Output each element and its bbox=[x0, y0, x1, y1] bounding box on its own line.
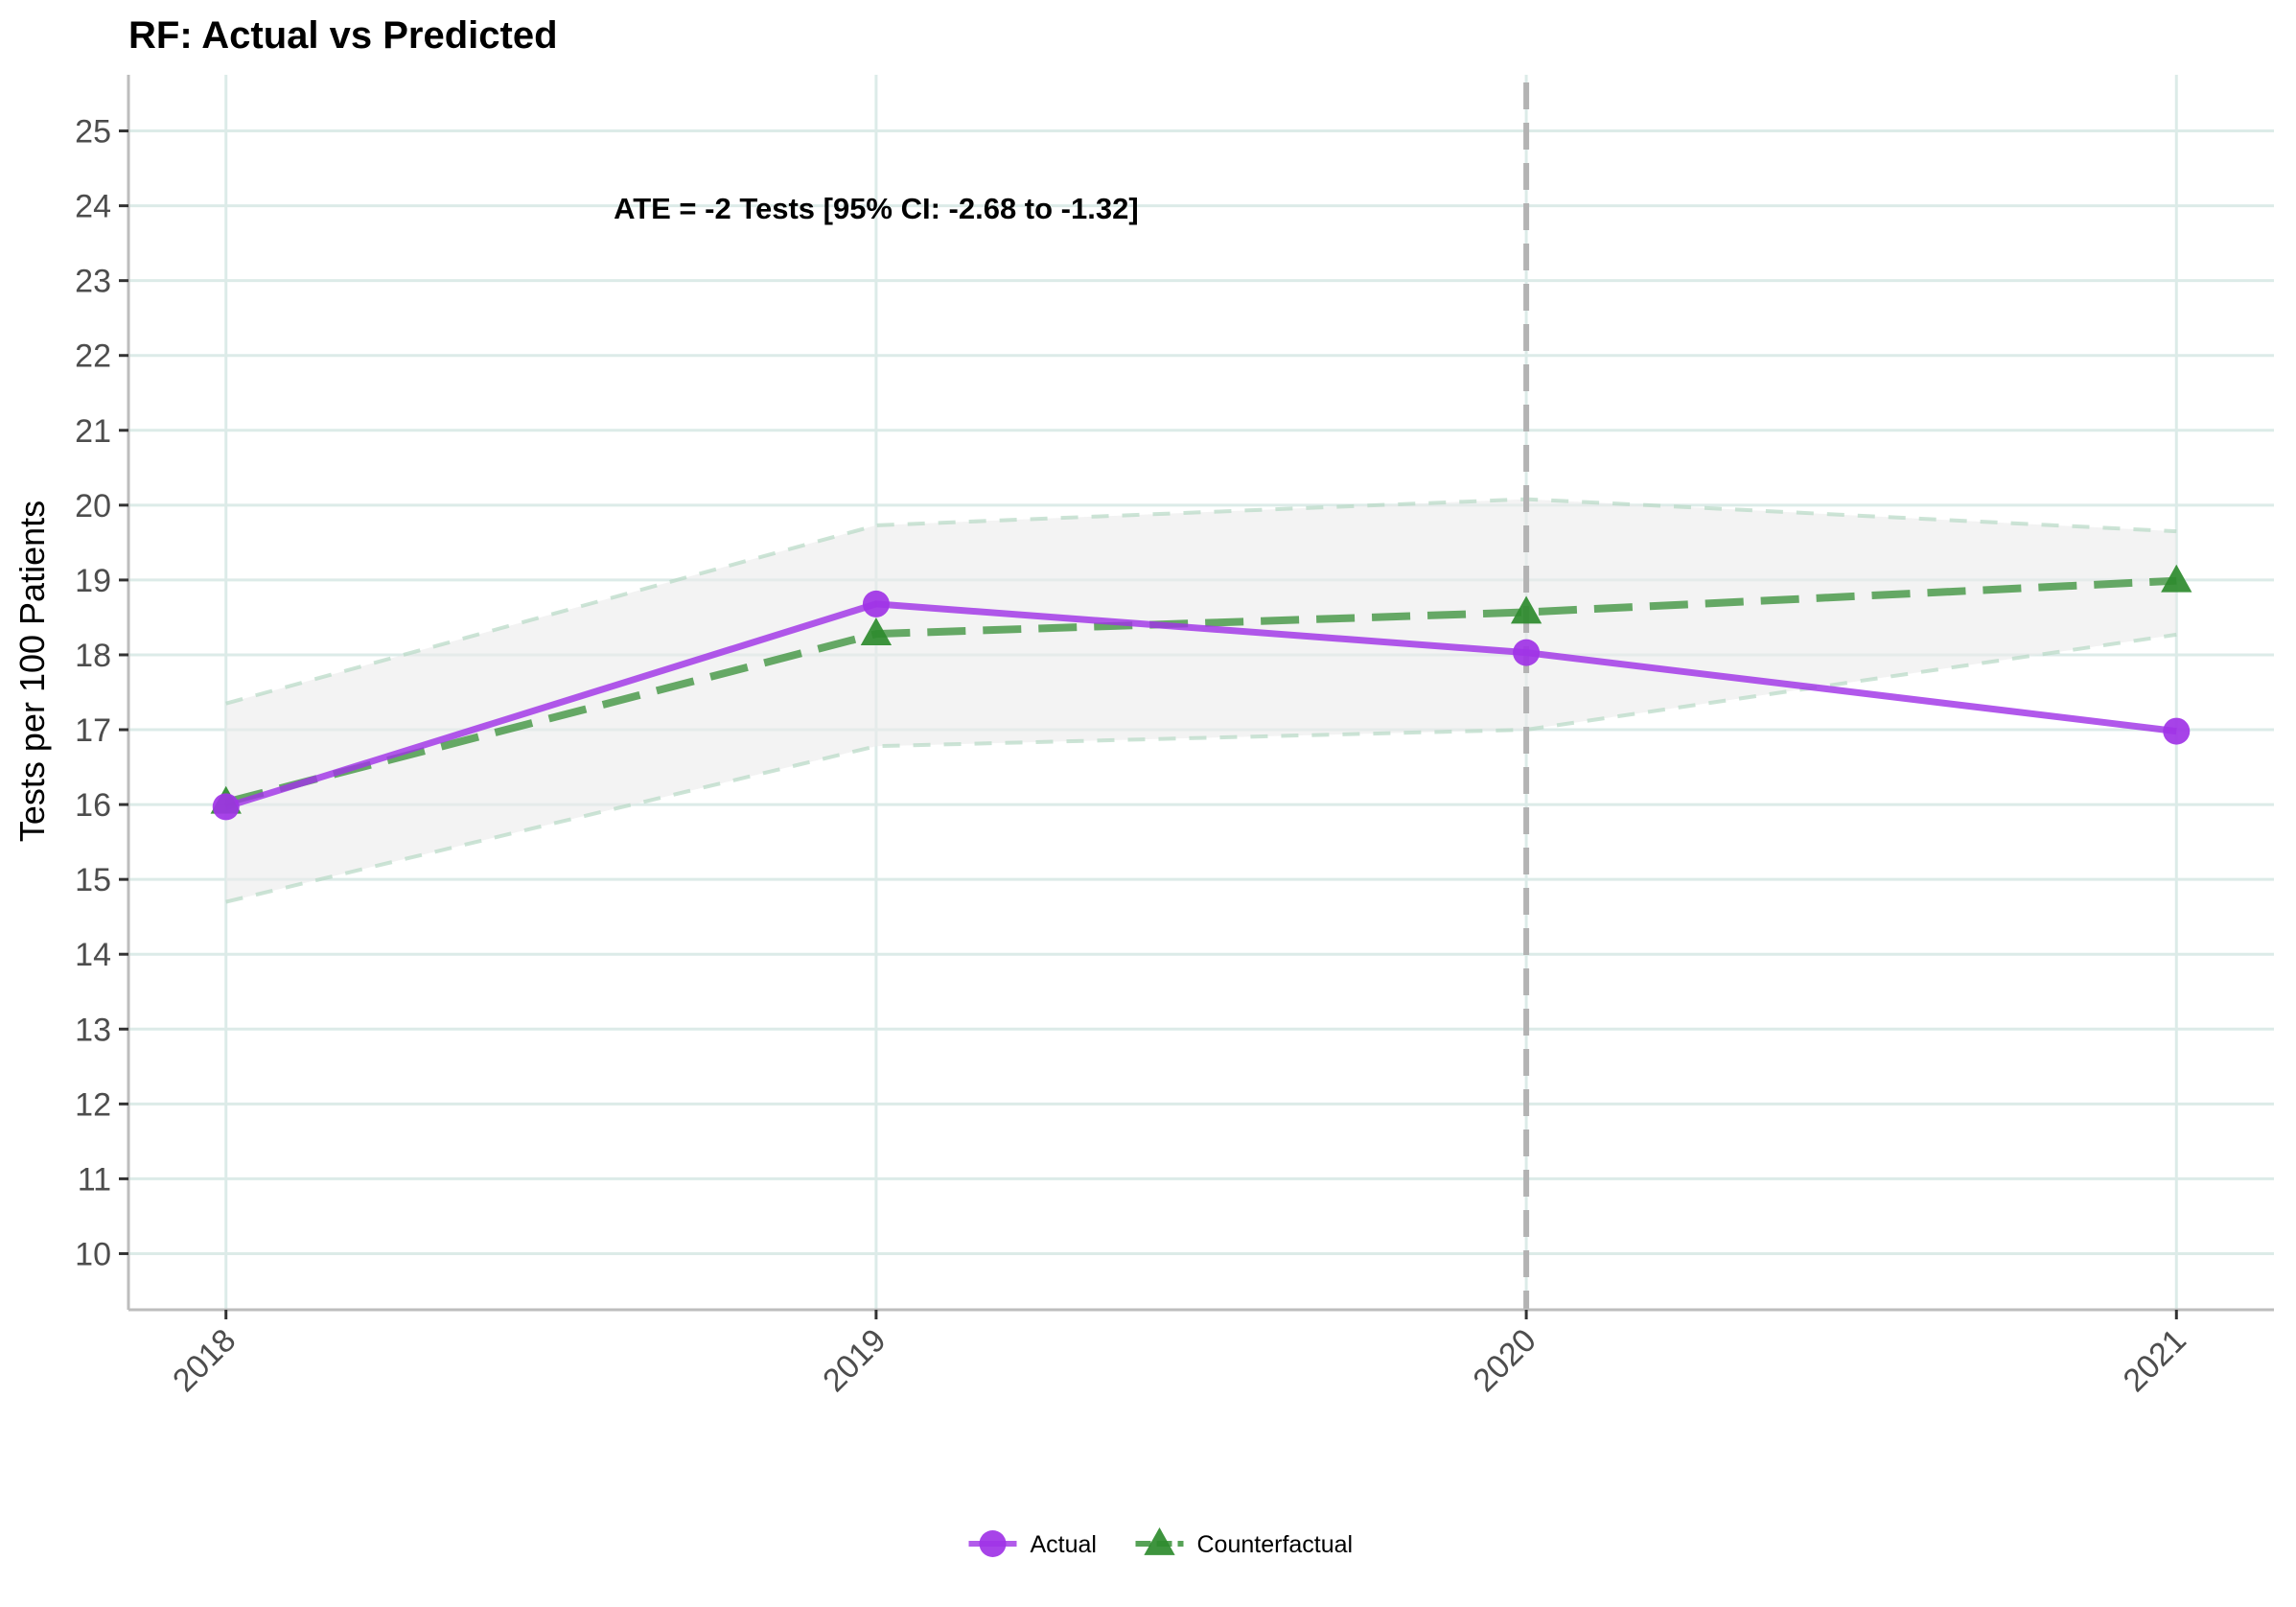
y-tick-label-17: 17 bbox=[75, 712, 111, 749]
y-tick-label-19: 19 bbox=[75, 563, 111, 599]
chart-title: RF: Actual vs Predicted bbox=[128, 14, 558, 57]
legend-label-actual: Actual bbox=[1031, 1531, 1097, 1558]
y-tick-label-18: 18 bbox=[75, 638, 111, 674]
y-axis-title: Tests per 100 Patients bbox=[12, 501, 52, 842]
y-tick-label-25: 25 bbox=[75, 114, 111, 151]
y-tick-label-24: 24 bbox=[75, 189, 111, 225]
legend-key-marker-actual bbox=[979, 1530, 1007, 1557]
y-tick-label-21: 21 bbox=[75, 413, 111, 450]
y-tick-label-22: 22 bbox=[75, 338, 111, 375]
y-tick-label-11: 11 bbox=[78, 1161, 111, 1198]
x-tick-label-2018: 2018 bbox=[166, 1322, 243, 1399]
y-tick-label-16: 16 bbox=[75, 787, 111, 824]
x-tick-label-2021: 2021 bbox=[2117, 1322, 2193, 1399]
y-tick-label-10: 10 bbox=[75, 1236, 111, 1272]
ate-annotation: ATE = -2 Tests [95% CI: -2.68 to -1.32] bbox=[614, 192, 1139, 225]
point-counterfactual-2019 bbox=[860, 617, 893, 646]
legend-key-marker-counterfactual bbox=[1144, 1527, 1175, 1555]
point-actual-2020 bbox=[1513, 639, 1541, 666]
point-actual-2019 bbox=[862, 590, 890, 617]
y-tick-label-15: 15 bbox=[75, 862, 111, 898]
point-actual-2018 bbox=[212, 793, 240, 821]
y-tick-label-13: 13 bbox=[75, 1012, 111, 1048]
y-tick-label-20: 20 bbox=[75, 488, 111, 524]
x-tick-label-2019: 2019 bbox=[816, 1322, 893, 1399]
point-counterfactual-2020 bbox=[1510, 595, 1542, 624]
confidence-band-lower-line bbox=[225, 632, 2177, 904]
point-actual-2021 bbox=[2163, 717, 2191, 745]
legend-label-counterfactual: Counterfactual bbox=[1197, 1531, 1354, 1558]
point-counterfactual-2021 bbox=[2161, 564, 2192, 593]
y-tick-label-23: 23 bbox=[75, 264, 111, 300]
series-layer bbox=[210, 564, 2192, 821]
series-line-counterfactual bbox=[224, 576, 2177, 806]
legend: Actual Counterfactual bbox=[968, 1527, 1354, 1558]
x-tick-label-2020: 2020 bbox=[1466, 1322, 1542, 1399]
confidence-band-area bbox=[225, 499, 2177, 902]
y-tick-label-14: 14 bbox=[75, 937, 111, 973]
confidence-band-layer bbox=[225, 497, 2177, 904]
y-tick-label-12: 12 bbox=[75, 1086, 111, 1123]
series-line-actual bbox=[224, 600, 2177, 810]
